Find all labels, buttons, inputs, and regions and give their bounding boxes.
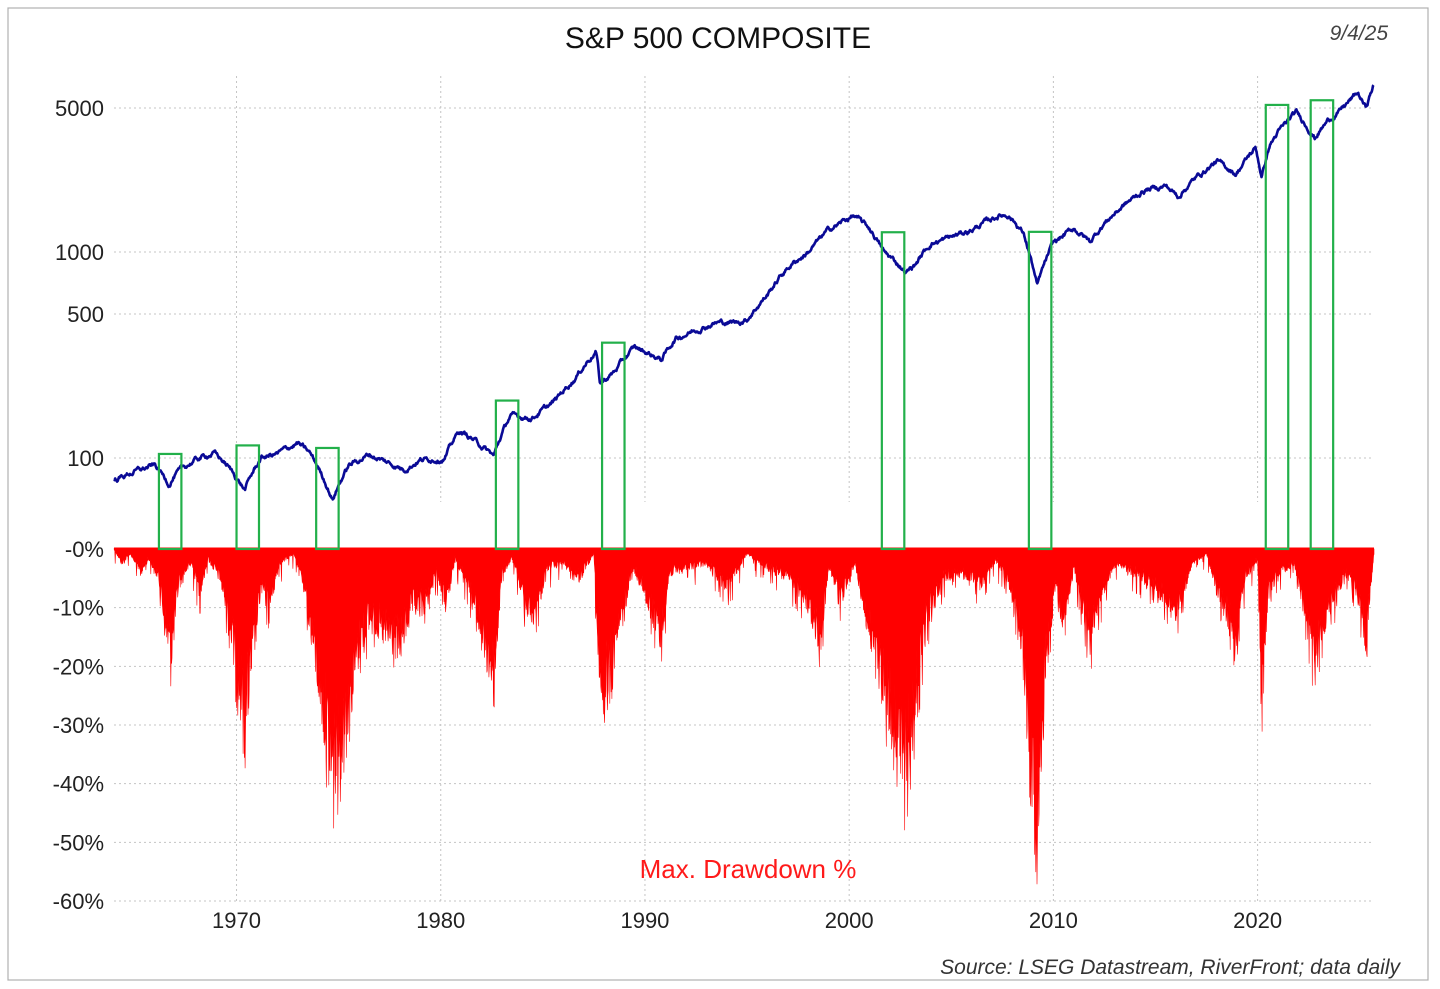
drawdown-area (113, 548, 1375, 885)
x-tick-label: 2020 (1233, 908, 1282, 933)
chart-title: S&P 500 COMPOSITE (565, 22, 871, 55)
drawdown-tick-label: -50% (53, 830, 104, 855)
price-tick-label: 500 (67, 302, 104, 327)
axis-layer: 1970 1980 1990 2000 2010 2020 100 500 1000 5000 -0… (53, 96, 1282, 933)
price-tick-label: 1000 (55, 240, 104, 265)
x-tick-label: 2010 (1029, 908, 1078, 933)
highlight-box (494, 399, 520, 551)
highlight-box (157, 452, 183, 551)
drawdown-tick-label: -60% (53, 889, 104, 914)
highlight-box (880, 231, 906, 551)
price-tick-label: 5000 (55, 96, 104, 121)
drawdown-tick-label: -20% (53, 654, 104, 679)
drawdown-layer (113, 547, 1375, 885)
x-tick-label: 1980 (416, 908, 465, 933)
chart-frame (7, 7, 1429, 981)
drawdown-tick-label: -0% (65, 537, 104, 562)
drawdown-tick-label: -40% (53, 772, 104, 797)
grid-layer (7, 7, 1429, 981)
chart-date: 9/4/25 (1330, 22, 1389, 45)
highlight-box-layer (157, 99, 1335, 551)
highlight-box (600, 341, 626, 551)
highlight-box (315, 446, 340, 551)
drawdown-tick-label: -10% (53, 596, 104, 621)
highlight-box (1264, 103, 1290, 551)
source-note: Source: LSEG Datastream, RiverFront; dat… (940, 956, 1401, 979)
price-line (113, 84, 1375, 501)
highlight-box (235, 444, 261, 551)
x-tick-label: 1990 (620, 908, 669, 933)
highlight-box (1027, 230, 1053, 551)
x-tick-label: 2000 (825, 908, 874, 933)
drawdown-label: Max. Drawdown % (640, 854, 857, 884)
highlight-box (1309, 99, 1335, 551)
price-layer (113, 84, 1375, 501)
price-tick-label: 100 (67, 446, 104, 471)
x-tick-label: 1970 (212, 908, 261, 933)
drawdown-tick-label: -30% (53, 713, 104, 738)
